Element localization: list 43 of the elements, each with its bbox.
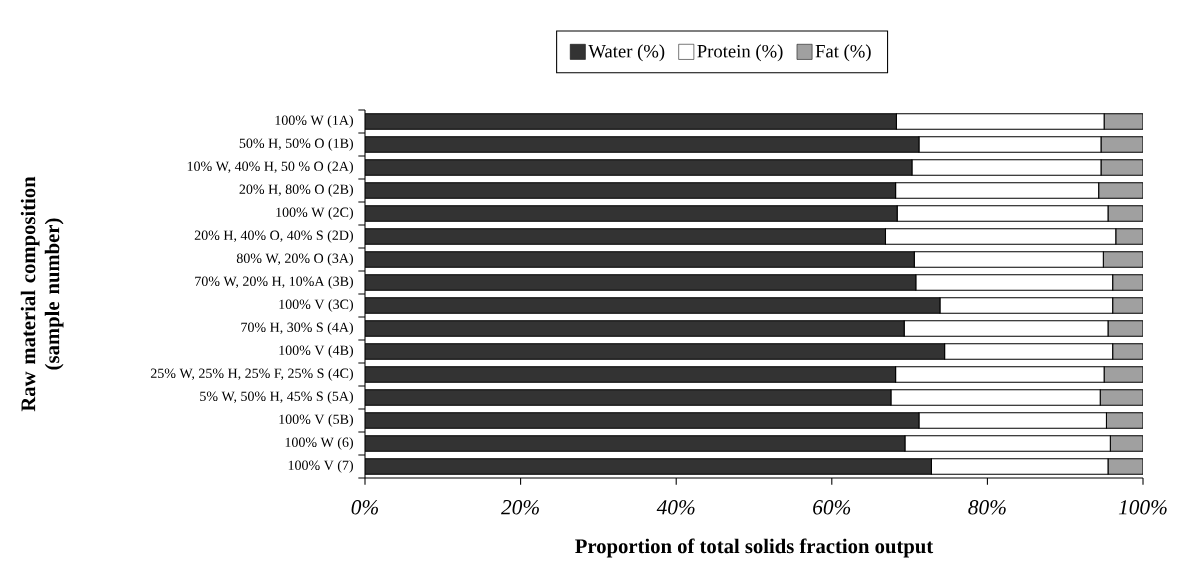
y-axis-title: Raw material composition (sample number)	[20, 176, 64, 412]
x-tick-label: 0%	[351, 500, 378, 515]
bar	[365, 458, 932, 475]
x-axis-title: Proportion of total solids fraction output	[575, 538, 934, 558]
x-tick-label: 20%	[501, 500, 539, 515]
y-tick-label: 50% H, 50% O (1B)	[239, 138, 353, 151]
x-tick-label: 40%	[656, 500, 695, 515]
y-tick-label: 100% W (6)	[285, 437, 353, 450]
legend-label: Water (%)	[588, 44, 665, 62]
y-tick-label: 70% H, 30% S (4A)	[241, 322, 353, 335]
legend-label: Protein (%)	[697, 44, 783, 62]
y-tick-label: 100% W (2C)	[276, 207, 353, 220]
y-tick-label: 25% W, 25% H, 25% F, 25% S (4C)	[150, 368, 353, 381]
bar	[365, 366, 897, 383]
x-tick-label: 100%	[1118, 500, 1167, 515]
y-tick-label: 100% V (7)	[288, 460, 353, 473]
bar	[365, 274, 917, 291]
bar	[365, 297, 941, 314]
y-tick-label: 100% V (5B)	[279, 414, 353, 427]
y-tick-label: 70% W, 20% H, 10%A (3B)	[195, 276, 353, 289]
y-tick-label: 20% H, 80% O (2B)	[239, 184, 353, 197]
y-tick-label: 20% H, 40% O, 40% S (2D)	[194, 230, 353, 243]
bar	[365, 159, 913, 176]
y-tick-label: 100% W (1A)	[275, 115, 353, 128]
y-tick-label: 10% W, 40% H, 50 % O (2A)	[187, 161, 353, 174]
bar	[365, 113, 897, 130]
x-tick-label: 60%	[813, 500, 851, 515]
bar	[365, 435, 906, 452]
bar	[365, 136, 920, 153]
y-tick-label: 100% V (4B)	[279, 345, 353, 358]
bar	[365, 182, 897, 199]
bar	[365, 320, 905, 337]
y-tick-label: 5% W, 50% H, 45% S (5A)	[200, 391, 353, 404]
y-tick-label: 100% V (3C)	[279, 299, 353, 312]
bar	[365, 389, 892, 406]
bar	[365, 412, 920, 429]
bar	[365, 205, 898, 222]
bar	[365, 251, 915, 268]
legend-label: Fat (%)	[815, 44, 871, 62]
y-tick-label: 80% W, 20% O (3A)	[236, 253, 353, 266]
bar	[365, 343, 946, 360]
x-tick-label: 80%	[968, 500, 1006, 515]
bar	[365, 228, 887, 245]
